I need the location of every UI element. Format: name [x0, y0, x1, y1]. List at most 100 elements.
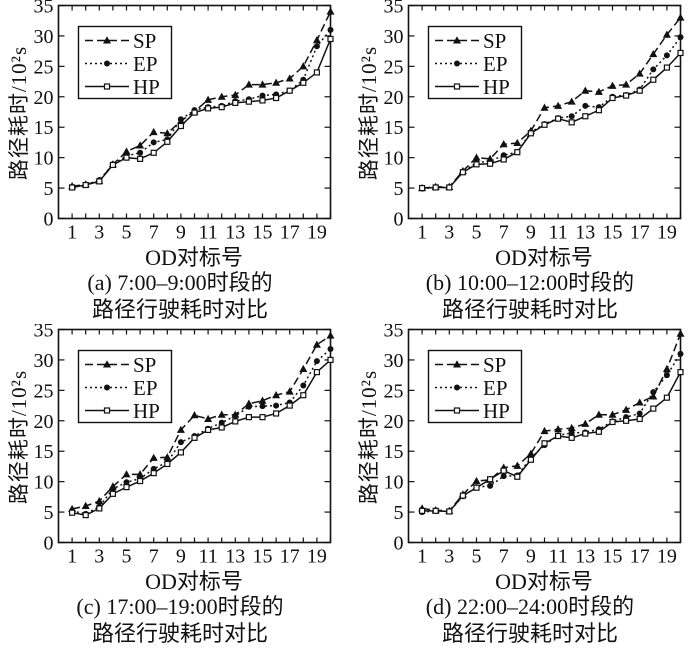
x-tick-label: 13: [225, 222, 245, 244]
x-tick-label: 9: [526, 222, 536, 244]
series-sp-marker: [608, 81, 617, 89]
series-hp-marker: [541, 440, 548, 447]
series-hp-marker: [327, 356, 334, 364]
x-tick-label: 11: [548, 222, 567, 244]
series-sp-marker: [285, 387, 294, 395]
series-hp-marker: [109, 161, 117, 169]
series-hp-marker: [191, 109, 198, 116]
x-tick-label: 17: [280, 546, 300, 568]
series-hp-marker: [82, 512, 89, 519]
y-tick-label: 0: [44, 533, 54, 555]
series-sp-marker: [649, 49, 658, 58]
series-hp-marker: [164, 138, 171, 145]
legend-ep-marker: [104, 384, 110, 391]
y-tick-label: 35: [34, 324, 54, 342]
series-ep-marker: [636, 410, 643, 417]
x-tick-label: 17: [280, 222, 300, 244]
series-sp-marker: [299, 364, 308, 373]
series-hp-marker: [473, 161, 480, 168]
x-tick-label: 11: [198, 222, 217, 244]
series-sp-marker: [513, 138, 522, 147]
series-hp-marker: [123, 484, 130, 491]
series-hp-marker: [218, 104, 225, 111]
series-ep-marker: [327, 26, 334, 33]
series-hp-marker: [514, 473, 521, 480]
x-tick-label: 13: [575, 222, 595, 244]
series-sp-marker: [513, 461, 522, 469]
series-ep-marker: [259, 92, 266, 99]
y-tick-label: 5: [44, 178, 54, 200]
series-ep-marker: [123, 479, 130, 486]
series-hp-marker: [636, 87, 643, 94]
series-hp-marker: [150, 149, 157, 156]
series-ep-marker: [582, 102, 589, 109]
y-tick-label: 10: [384, 472, 404, 494]
series-ep-marker: [109, 485, 116, 492]
legend-hp-marker: [453, 407, 461, 414]
series-hp-marker: [500, 156, 507, 163]
series-ep-marker: [663, 372, 670, 379]
series-ep-marker: [663, 52, 670, 59]
series-sp-marker: [594, 87, 603, 95]
series-sp-marker: [622, 405, 631, 413]
y-tick-label: 20: [384, 411, 404, 433]
x-axis-label: OD对标号: [495, 245, 593, 270]
y-axis-label: 路径耗时/10²s: [7, 45, 31, 181]
series-hp-marker: [232, 418, 239, 425]
series-sp-marker: [122, 147, 131, 155]
y-tick-label: 5: [394, 178, 404, 200]
series-sp-marker: [204, 95, 213, 103]
x-tick-label: 7: [499, 546, 509, 568]
legend-hp-marker: [103, 83, 111, 90]
x-tick-label: 7: [499, 222, 509, 244]
y-tick-label: 10: [34, 472, 54, 494]
series-sp-marker: [540, 103, 549, 111]
series-sp-marker: [285, 74, 294, 82]
y-tick-label: 35: [34, 0, 54, 18]
series-hp-marker: [150, 470, 157, 477]
series-hp-marker: [459, 169, 467, 176]
series-hp-marker: [609, 94, 616, 102]
subplot-b: 1 3 5 7 9 11 13 15 17 19 0 5 10 15 20 25 30 35 SP EP HP 路径耗时…: [350, 0, 700, 324]
y-tick-label: 30: [384, 350, 404, 372]
series-hp-marker: [177, 122, 184, 130]
legend-sp-marker: [453, 360, 461, 368]
x-tick-label: 5: [122, 222, 132, 244]
series-hp-marker: [636, 415, 643, 423]
caption-line1: (b) 10:00–12:00时段的: [425, 270, 635, 295]
subplot-d: 1 3 5 7 9 11 13 15 17 19 0 5 10 15 20 25 30 35 SP EP HP 路径耗时…: [350, 324, 700, 648]
series-ep-marker: [232, 412, 239, 419]
series-hp-marker: [245, 414, 252, 421]
series-hp-marker: [273, 410, 280, 417]
series-ep-marker: [273, 402, 280, 409]
subplot-c: 1 3 5 7 9 11 13 15 17 19 0 5 10 15 20 25 30 35 SP EP HP 路径耗时…: [0, 324, 350, 648]
series-hp-marker: [473, 484, 480, 491]
series-hp-marker: [313, 368, 320, 376]
x-tick-label: 17: [630, 546, 650, 568]
x-tick-label: 7: [149, 546, 159, 568]
y-tick-label: 5: [44, 502, 54, 524]
x-tick-label: 13: [575, 546, 595, 568]
y-tick-label: 25: [384, 380, 404, 402]
series-sp-marker: [472, 476, 481, 485]
y-axis-label: 路径耗时/10²s: [7, 369, 31, 505]
series-hp-marker: [300, 79, 307, 86]
series-sp-marker: [635, 398, 644, 406]
series-sp-marker: [204, 414, 213, 422]
series-hp-marker: [677, 368, 684, 376]
y-tick-label: 20: [34, 411, 54, 433]
y-tick-label: 5: [394, 502, 404, 524]
series-hp-marker: [650, 76, 657, 83]
y-tick-label: 15: [34, 441, 54, 463]
series-hp-marker: [568, 434, 575, 441]
series-hp-marker: [259, 97, 266, 104]
y-tick-label: 30: [34, 350, 54, 372]
series-hp-marker: [313, 69, 320, 76]
y-tick-label: 10: [384, 148, 404, 170]
series-hp-marker: [218, 424, 225, 431]
series-sp-marker: [567, 423, 576, 432]
series-sp-marker: [258, 396, 267, 404]
series-sp-marker: [272, 78, 281, 86]
series-sp-marker: [581, 86, 590, 94]
